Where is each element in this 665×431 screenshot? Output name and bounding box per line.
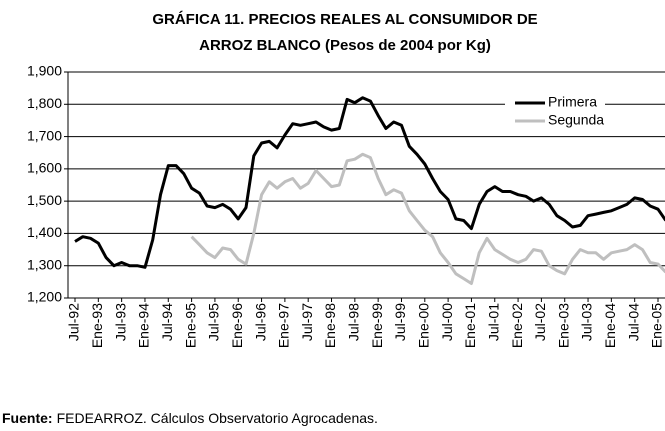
x-tick-label: Ene-05 [649, 303, 665, 348]
x-tick-label: Jul-98 [346, 303, 362, 341]
y-tick-label: 1,600 [27, 160, 62, 176]
legend-label: Primera [548, 94, 597, 110]
y-tick-label: 1,500 [27, 192, 62, 208]
x-tick-label: Ene-02 [509, 303, 525, 348]
x-tick-label: Jul-94 [159, 303, 175, 341]
chart-title: GRÁFICA 11. PRECIOS REALES AL CONSUMIDOR… [152, 11, 537, 28]
x-tick-label: Jul-97 [299, 303, 315, 341]
y-tick-label: 1,700 [27, 127, 62, 143]
x-tick-label: Jul-96 [252, 303, 268, 341]
y-tick-label: 1,800 [27, 95, 62, 111]
y-tick-label: 1,300 [27, 256, 62, 272]
source: Fuente: FEDEARROZ. Cálculos Observatorio … [2, 410, 378, 426]
x-tick-label: Jul-02 [532, 303, 548, 341]
x-tick-label: Jul-01 [485, 303, 501, 341]
x-tick-label: Jul-95 [206, 303, 222, 341]
x-tick-label: Jul-04 [625, 303, 641, 341]
x-tick-label: Jul-03 [579, 303, 595, 341]
y-tick-label: 1,200 [27, 289, 62, 305]
x-tick-label: Ene-97 [276, 303, 292, 348]
x-tick-label: Ene-94 [136, 303, 152, 348]
x-tick-label: Ene-98 [322, 303, 338, 348]
chart-title: ARROZ BLANCO (Pesos de 2004 por Kg) [199, 37, 491, 54]
x-tick-label: Jul-93 [112, 303, 128, 341]
x-tick-label: Ene-00 [416, 303, 432, 348]
y-tick-label: 1,400 [27, 224, 62, 240]
x-tick-label: Jul-99 [392, 303, 408, 341]
source-label: Fuente: [2, 410, 53, 426]
x-tick-label: Ene-99 [369, 303, 385, 348]
y-tick-label: 1,900 [27, 63, 62, 79]
series-line [74, 96, 665, 269]
x-tick-label: Jul-92 [66, 303, 82, 341]
x-tick-label: Ene-93 [89, 303, 105, 348]
series-line [190, 152, 665, 285]
x-tick-label: Jul-00 [439, 303, 455, 341]
x-tick-label: Ene-95 [182, 303, 198, 348]
x-tick-label: Ene-96 [229, 303, 245, 348]
legend-label: Segunda [548, 112, 604, 128]
legend-box [505, 93, 605, 131]
source-text: FEDEARROZ. Cálculos Observatorio Agrocad… [57, 410, 378, 426]
x-tick-label: Ene-04 [602, 303, 618, 348]
x-tick-label: Ene-03 [555, 303, 571, 348]
x-tick-label: Ene-01 [462, 303, 478, 348]
